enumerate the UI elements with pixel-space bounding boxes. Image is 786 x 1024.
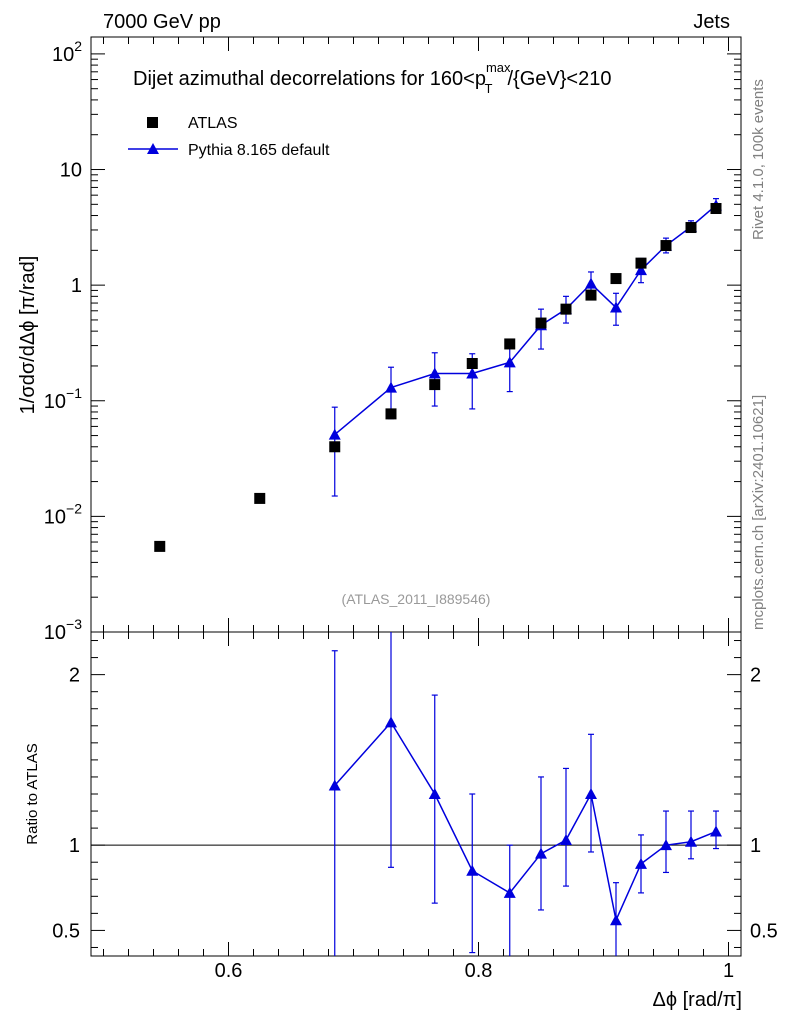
ratio-line bbox=[334, 721, 717, 923]
legend-marker-pythia bbox=[147, 143, 159, 154]
data-point bbox=[560, 303, 572, 315]
chart-title-before: Dijet azimuthal decorrelations for 160<p bbox=[133, 68, 486, 90]
ratio-point bbox=[660, 839, 672, 851]
side-label-bottom: mcplots.cern.ch [arXiv:2401.10621] bbox=[750, 395, 767, 630]
ratio-frame bbox=[90, 631, 742, 957]
chart-title-sub: T bbox=[485, 81, 493, 96]
ratio-ylabel: Ratio to ATLAS bbox=[24, 743, 41, 844]
chart-title-sup: max bbox=[486, 60, 511, 75]
ratio-y-tick-label-right: 1 bbox=[750, 835, 761, 857]
ratio-point bbox=[560, 834, 572, 846]
header-right: Jets bbox=[693, 11, 730, 33]
x-tick-label: 1 bbox=[723, 960, 734, 982]
data-point bbox=[585, 289, 597, 301]
ratio-point bbox=[428, 788, 441, 799]
mc-point bbox=[585, 277, 597, 289]
main-y-tick-label: 10−3 bbox=[44, 616, 82, 644]
ratio-mc-series bbox=[328, 632, 722, 956]
side-label-top: Rivet 4.1.0, 100k events bbox=[750, 79, 767, 240]
data-point bbox=[504, 338, 516, 350]
legend-marker-atlas bbox=[147, 117, 158, 128]
data-point bbox=[154, 540, 166, 552]
mc-point bbox=[610, 301, 622, 313]
ratio-point bbox=[466, 864, 479, 876]
main-y-tick-label: 1 bbox=[71, 275, 82, 297]
chart-title-after: /{GeV}<210 bbox=[507, 68, 611, 90]
data-point bbox=[466, 358, 478, 370]
analysis-tag: (ATLAS_2011_I889546) bbox=[342, 591, 491, 607]
data-point bbox=[429, 379, 441, 391]
header-left: 7000 GeV pp bbox=[103, 11, 221, 33]
mc-point bbox=[328, 428, 341, 440]
ratio-panel: Ratio to ATLAS Δϕ [rad/π] 0.6 0.8 1 0.5 0.5 1… bbox=[24, 631, 778, 1011]
x-axis-label: Δϕ [rad/π] bbox=[653, 989, 743, 1011]
ratio-point bbox=[328, 779, 341, 791]
data-point bbox=[635, 257, 647, 269]
data-point bbox=[660, 240, 672, 252]
main-y-tick-label: 102 bbox=[52, 38, 82, 66]
mc-point bbox=[503, 356, 516, 368]
ratio-point bbox=[535, 847, 547, 859]
ratio-point bbox=[385, 716, 397, 728]
ratio-point bbox=[635, 857, 647, 869]
data-point bbox=[254, 492, 266, 504]
main-y-tick-label: 10−2 bbox=[44, 500, 82, 528]
chart-title: Dijet azimuthal decorrelations for 160<p… bbox=[133, 60, 611, 96]
ratio-point bbox=[585, 788, 597, 799]
mc-point bbox=[635, 264, 647, 276]
ratio-axis-ticks: 0.6 0.8 1 0.5 0.5 1 1 2 2 bbox=[52, 632, 778, 982]
ratio-y-tick-label-right: 0.5 bbox=[750, 920, 778, 942]
ratio-point bbox=[610, 914, 622, 926]
x-tick-label: 0.6 bbox=[215, 960, 243, 982]
legend-label-atlas: ATLAS bbox=[188, 115, 238, 132]
mc-line bbox=[334, 204, 717, 436]
ratio-point bbox=[710, 825, 722, 837]
data-point bbox=[385, 408, 397, 420]
ratio-point bbox=[685, 835, 697, 847]
mc-point bbox=[428, 367, 441, 379]
data-point bbox=[610, 273, 622, 285]
main-panel: Dijet azimuthal decorrelations for 160<p… bbox=[17, 36, 742, 644]
data-point bbox=[329, 441, 341, 453]
main-axis-ticks: 102 10 1 10−1 10−2 10−3 bbox=[44, 37, 741, 644]
data-point bbox=[710, 203, 722, 215]
mc-point bbox=[385, 381, 397, 393]
main-data-series bbox=[154, 203, 722, 552]
ratio-y-tick-label-left: 2 bbox=[69, 665, 80, 687]
legend-label-pythia: Pythia 8.165 default bbox=[188, 142, 330, 159]
ratio-y-tick-label-left: 0.5 bbox=[52, 920, 80, 942]
data-point bbox=[535, 317, 547, 329]
data-point bbox=[685, 222, 697, 234]
mc-point bbox=[466, 367, 479, 379]
main-ylabel: 1/σdσ/dΔϕ [π/rad] bbox=[17, 256, 39, 415]
x-tick-label: 0.8 bbox=[465, 960, 493, 982]
legend: ATLAS Pythia 8.165 default bbox=[128, 115, 330, 159]
main-y-tick-label: 10 bbox=[60, 160, 82, 182]
ratio-y-tick-label-left: 1 bbox=[69, 835, 80, 857]
main-y-tick-label: 10−1 bbox=[44, 385, 82, 413]
ratio-y-tick-label-right: 2 bbox=[750, 665, 761, 687]
ratio-point bbox=[503, 886, 516, 898]
